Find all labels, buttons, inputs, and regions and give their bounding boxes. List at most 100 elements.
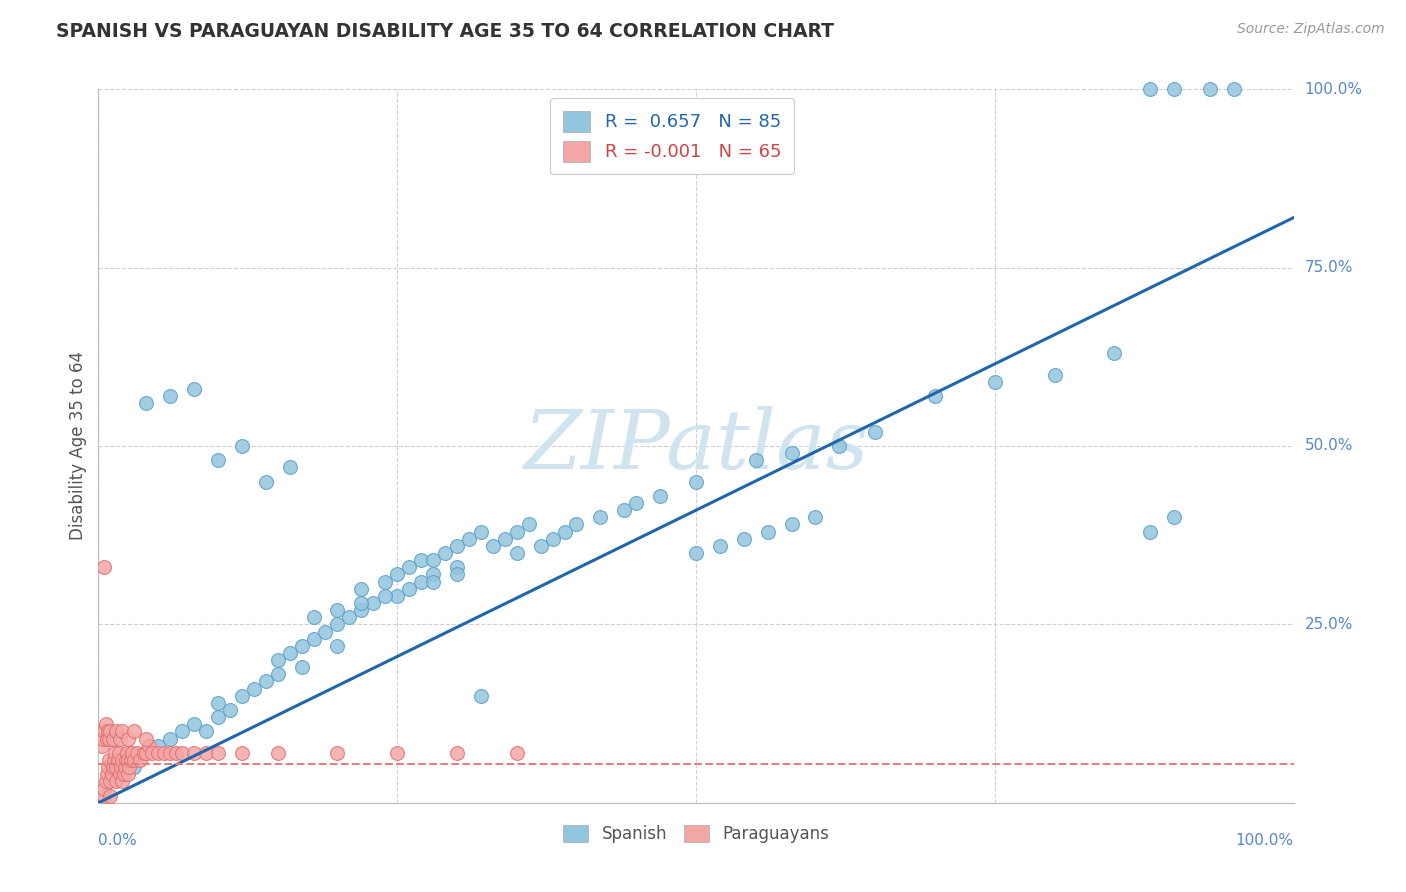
Point — [148, 739, 170, 753]
Point — [124, 753, 146, 767]
Point — [554, 524, 576, 539]
Point — [446, 567, 468, 582]
Point — [121, 746, 143, 760]
Point — [195, 724, 218, 739]
Point — [207, 746, 229, 760]
Point — [100, 767, 122, 781]
Point — [105, 774, 128, 789]
Point — [254, 475, 277, 489]
Point — [291, 660, 314, 674]
Point — [780, 446, 803, 460]
Point — [374, 574, 396, 589]
Point — [411, 574, 433, 589]
Point — [98, 731, 121, 746]
Point — [94, 717, 117, 731]
Point — [470, 524, 492, 539]
Point — [626, 496, 648, 510]
Point — [326, 746, 349, 760]
Point — [254, 674, 277, 689]
Point — [231, 746, 253, 760]
Point — [398, 582, 420, 596]
Point — [1043, 368, 1066, 382]
Point — [207, 710, 229, 724]
Point — [96, 731, 118, 746]
Point — [159, 746, 181, 760]
Point — [159, 389, 181, 403]
Point — [93, 560, 115, 574]
Point — [1163, 82, 1185, 96]
Legend: R =  0.657   N = 85, R = -0.001   N = 65: R = 0.657 N = 85, R = -0.001 N = 65 — [550, 98, 794, 174]
Point — [589, 510, 612, 524]
Point — [243, 681, 266, 696]
Point — [506, 546, 529, 560]
Point — [135, 396, 157, 410]
Point — [91, 739, 114, 753]
Point — [385, 746, 409, 760]
Point — [159, 731, 181, 746]
Point — [470, 689, 492, 703]
Point — [104, 746, 127, 760]
Point — [183, 717, 205, 731]
Point — [94, 774, 117, 789]
Point — [172, 746, 194, 760]
Point — [129, 753, 152, 767]
Point — [108, 767, 131, 781]
Point — [506, 524, 529, 539]
Point — [924, 389, 946, 403]
Point — [141, 746, 163, 760]
Point — [132, 746, 155, 760]
Point — [98, 753, 121, 767]
Point — [278, 646, 301, 660]
Point — [105, 724, 128, 739]
Point — [125, 746, 148, 760]
Text: 75.0%: 75.0% — [1305, 260, 1353, 275]
Point — [685, 546, 707, 560]
Point — [165, 746, 187, 760]
Text: 0.0%: 0.0% — [98, 833, 138, 848]
Point — [98, 789, 122, 803]
Point — [565, 517, 588, 532]
Point — [93, 724, 115, 739]
Point — [93, 781, 115, 796]
Point — [494, 532, 516, 546]
Text: SPANISH VS PARAGUAYAN DISABILITY AGE 35 TO 64 CORRELATION CHART: SPANISH VS PARAGUAYAN DISABILITY AGE 35 … — [56, 22, 834, 41]
Point — [111, 724, 134, 739]
Point — [828, 439, 851, 453]
Point — [350, 596, 373, 610]
Point — [648, 489, 672, 503]
Point — [101, 760, 124, 774]
Point — [97, 724, 120, 739]
Point — [385, 567, 409, 582]
Point — [780, 517, 803, 532]
Point — [117, 767, 139, 781]
Point — [118, 760, 141, 774]
Point — [108, 731, 131, 746]
Point — [135, 746, 157, 760]
Point — [339, 610, 361, 624]
Point — [111, 774, 134, 789]
Point — [115, 746, 138, 760]
Text: 50.0%: 50.0% — [1305, 439, 1353, 453]
Point — [398, 560, 420, 574]
Point — [613, 503, 636, 517]
Point — [96, 767, 118, 781]
Point — [91, 731, 114, 746]
Point — [458, 532, 481, 546]
Point — [124, 724, 146, 739]
Point — [756, 524, 779, 539]
Point — [326, 639, 349, 653]
Point — [865, 425, 887, 439]
Point — [97, 760, 120, 774]
Point — [422, 553, 444, 567]
Point — [1104, 346, 1126, 360]
Point — [385, 589, 409, 603]
Point — [135, 731, 157, 746]
Point — [541, 532, 564, 546]
Point — [98, 774, 122, 789]
Point — [267, 746, 290, 760]
Point — [1163, 510, 1185, 524]
Point — [172, 724, 194, 739]
Point — [422, 574, 444, 589]
Point — [231, 689, 253, 703]
Point — [685, 475, 707, 489]
